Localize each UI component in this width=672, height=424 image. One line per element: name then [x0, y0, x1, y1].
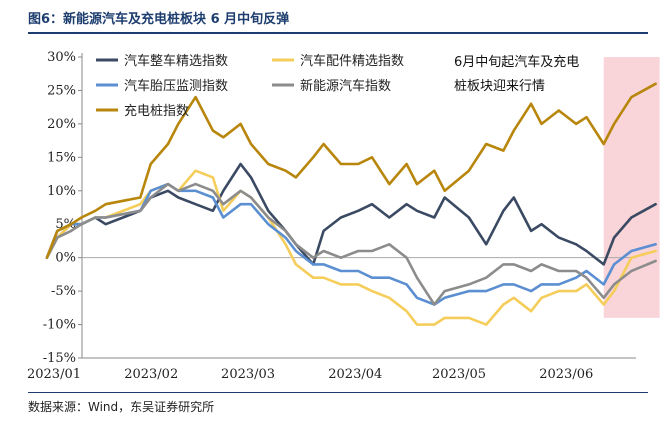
y-tick-label: -5% [51, 284, 76, 299]
x-tick-label: 2023/04 [328, 367, 382, 382]
y-tick-label: -15% [43, 351, 76, 366]
legend-label: 汽车胎压监测指数 [124, 78, 228, 94]
y-tick-label: -10% [43, 318, 76, 333]
series-lines-layer [45, 82, 657, 326]
y-tick-label: 10% [47, 184, 76, 199]
annotation-line: 桩板块迎来行情 [454, 79, 545, 94]
x-tick-label: 2023/05 [432, 367, 486, 382]
series-line-4 [45, 182, 657, 306]
source-note: 数据来源：Wind，东吴证券研究所 [28, 400, 215, 414]
y-tick-label: 15% [47, 150, 76, 165]
series-line-5 [45, 82, 657, 260]
highlight-band-layer [603, 57, 660, 318]
title-divider [28, 32, 648, 34]
y-tick-label: 20% [47, 117, 76, 132]
series-line-1 [45, 162, 657, 266]
legend-label: 汽车整车精选指数 [124, 53, 228, 69]
legend-label: 新能源汽车指数 [300, 78, 391, 94]
x-tick-label: 2023/02 [124, 367, 178, 382]
series-line-2 [45, 169, 657, 326]
highlight-band [603, 57, 660, 318]
x-tick-label: 2023/06 [539, 367, 593, 382]
x-tick-label: 2023/03 [221, 367, 275, 382]
x-tick-label: 2023/01 [27, 367, 81, 382]
y-tick-label: 30% [47, 50, 76, 65]
axis-layer: -15%-10%-5%0%5%10%15%20%25%30%2023/01 202… [27, 50, 636, 382]
y-tick-label: 0% [55, 251, 76, 266]
legend-label: 汽车配件精选指数 [300, 53, 404, 69]
series-line-3 [45, 182, 657, 306]
chart-title: 图6：新能源汽车及充电桩板块 6 月中旬反弹 [28, 12, 290, 27]
y-tick-label: 25% [47, 83, 76, 98]
legend-label: 充电桩指数 [124, 103, 189, 119]
annotation-line: 6月中旬起汽车及充电 [454, 54, 579, 70]
footer-divider [28, 392, 648, 393]
